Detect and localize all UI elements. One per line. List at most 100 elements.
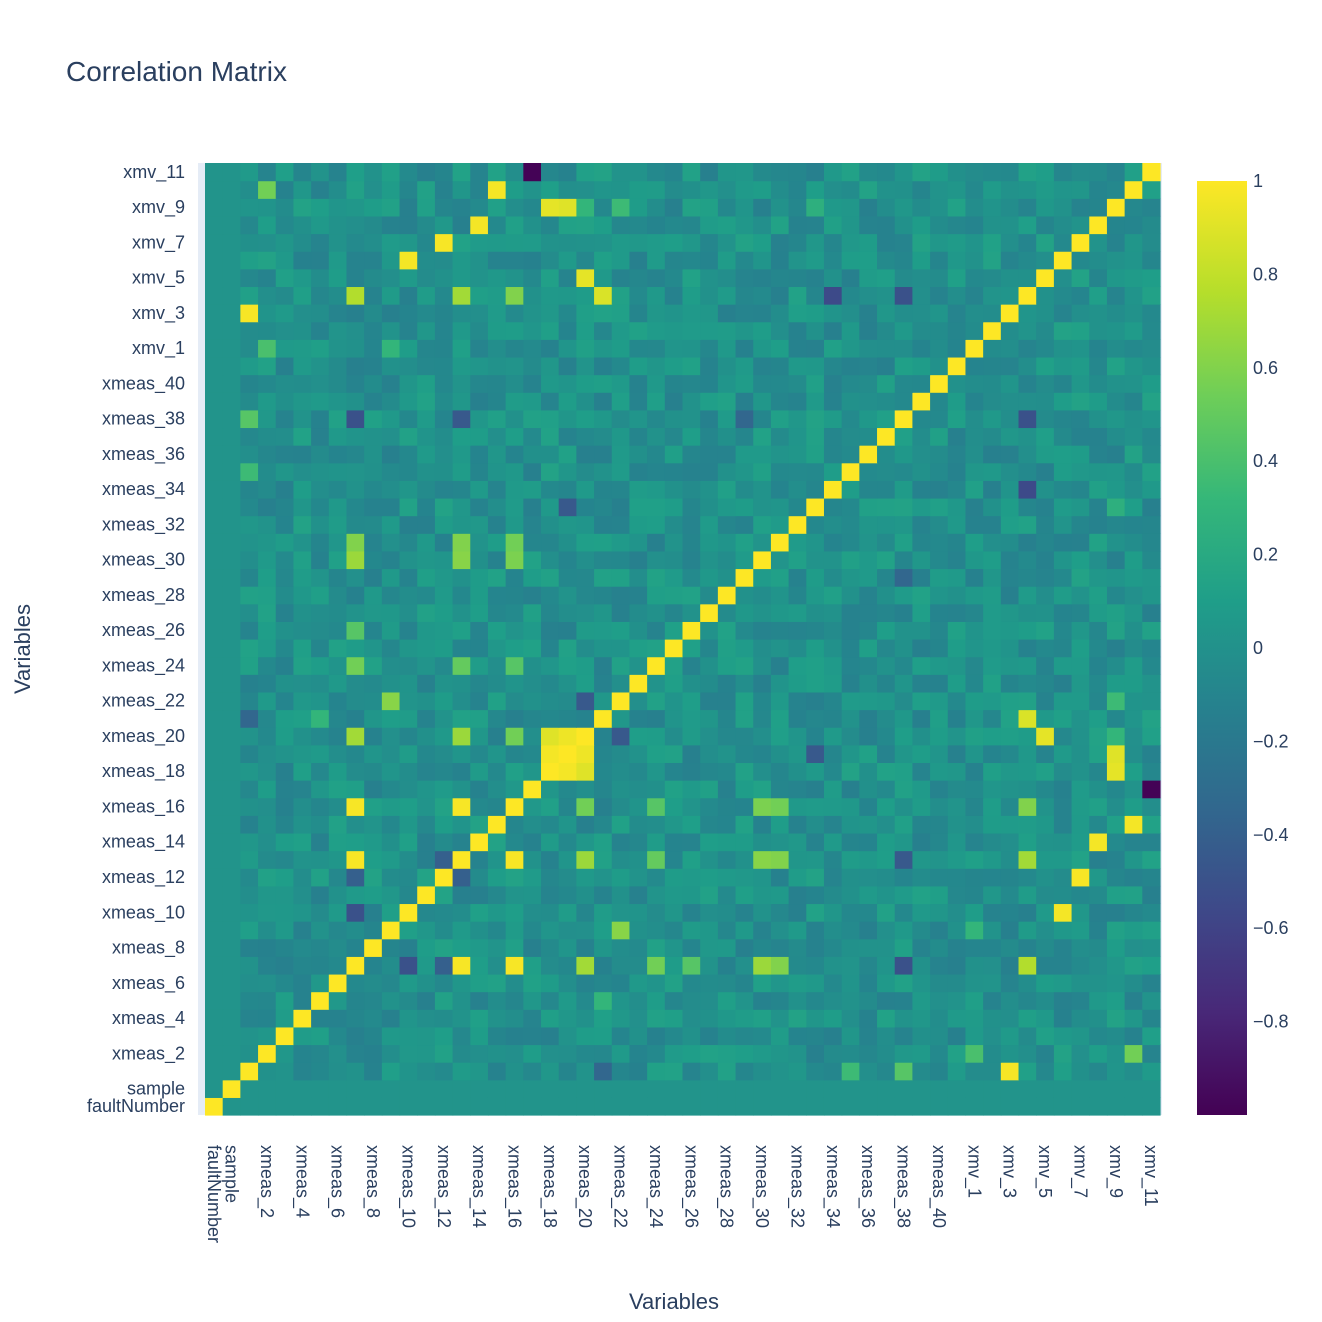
- heatmap-cell: [735, 392, 754, 411]
- heatmap-cell: [611, 832, 631, 852]
- heatmap-cell: [788, 251, 807, 270]
- heatmap-cell: [664, 392, 684, 411]
- heatmap-cell: [1142, 921, 1161, 940]
- heatmap-cell: [275, 409, 295, 429]
- heatmap-cell: [258, 215, 277, 235]
- heatmap-cell: [417, 1097, 436, 1116]
- heatmap-cell: [434, 762, 454, 781]
- heatmap-cell: [417, 903, 436, 922]
- heatmap-cell: [788, 568, 807, 587]
- heatmap-cell: [381, 586, 401, 605]
- heatmap-cell: [487, 973, 507, 993]
- heatmap-cell: [1089, 885, 1108, 905]
- heatmap-cell: [505, 1009, 524, 1028]
- heatmap-cell: [240, 374, 259, 393]
- heatmap-cell: [735, 1044, 754, 1063]
- heatmap-cell: [1089, 621, 1108, 640]
- heatmap-cell: [894, 533, 914, 552]
- heatmap-cell: [664, 1079, 684, 1098]
- heatmap-cell: [823, 603, 843, 622]
- heatmap-cell: [576, 568, 595, 587]
- heatmap-cell: [983, 885, 1002, 905]
- heatmap-cell: [487, 832, 507, 852]
- heatmap-cell: [788, 304, 807, 323]
- heatmap-cell: [381, 991, 401, 1010]
- heatmap-cell: [1036, 691, 1055, 711]
- heatmap-cell: [806, 1044, 825, 1063]
- heatmap-cell: [788, 1026, 807, 1046]
- heatmap-cell: [381, 797, 401, 816]
- heatmap-cell: [877, 1097, 896, 1116]
- heatmap-cell: [205, 903, 224, 922]
- heatmap-cell: [275, 991, 295, 1010]
- heatmap-cell: [1036, 991, 1055, 1010]
- heatmap-cell: [700, 321, 719, 340]
- heatmap-cell: [452, 480, 471, 499]
- heatmap-cell: [452, 921, 471, 940]
- heatmap-cell: [275, 427, 295, 446]
- heatmap-cell: [664, 339, 684, 358]
- heatmap-cell: [700, 815, 719, 834]
- heatmap-cell: [682, 621, 701, 640]
- heatmap-cell: [381, 497, 401, 517]
- heatmap-cell: [894, 868, 914, 887]
- heatmap-cell: [452, 1062, 471, 1081]
- heatmap-cell: [240, 198, 259, 217]
- heatmap-cell: [470, 427, 489, 446]
- x-axis-title: Variables: [629, 1289, 719, 1314]
- heatmap-cell: [682, 339, 701, 358]
- heatmap-cell: [417, 815, 436, 834]
- y-tick-label: xmeas_10: [102, 902, 185, 923]
- heatmap-cell: [1106, 1009, 1126, 1028]
- heatmap-cell: [240, 339, 259, 358]
- heatmap-cell: [346, 233, 365, 252]
- heatmap-cell: [487, 533, 507, 552]
- heatmap-cell: [222, 850, 241, 869]
- heatmap-cell: [470, 180, 489, 199]
- heatmap-cell: [346, 832, 365, 852]
- heatmap-cell: [859, 956, 878, 975]
- heatmap-cell: [417, 868, 436, 887]
- heatmap-cell: [381, 780, 401, 799]
- heatmap-cell: [753, 868, 772, 887]
- heatmap-cell: [505, 868, 524, 887]
- heatmap-cell: [912, 462, 931, 481]
- heatmap-cell: [629, 339, 648, 358]
- heatmap-cell: [983, 956, 1002, 975]
- heatmap-cell: [629, 480, 648, 499]
- heatmap-cell: [346, 198, 365, 217]
- heatmap-cell: [1071, 515, 1090, 534]
- heatmap-cell: [1071, 497, 1090, 517]
- heatmap-cell: [1018, 339, 1037, 358]
- heatmap-cell: [328, 339, 348, 358]
- heatmap-cell: [770, 586, 790, 605]
- heatmap-cell: [1053, 1044, 1073, 1063]
- heatmap-cell: [364, 762, 383, 781]
- heatmap-cell: [912, 903, 931, 922]
- heatmap-cell: [1036, 639, 1055, 658]
- heatmap-cell: [930, 1097, 949, 1116]
- heatmap-cell: [399, 163, 418, 182]
- x-tick-label: sample: [222, 1145, 242, 1203]
- heatmap-cell: [381, 215, 401, 235]
- heatmap-cell: [1124, 215, 1143, 235]
- heatmap-cell: [753, 533, 772, 552]
- heatmap-cell: [523, 304, 542, 323]
- heatmap-cell: [877, 621, 896, 640]
- heatmap-cell: [753, 885, 772, 905]
- heatmap-cell: [1106, 568, 1126, 587]
- heatmap-cell: [505, 586, 524, 605]
- heatmap-cell: [417, 691, 436, 711]
- heatmap-cell: [1142, 268, 1161, 288]
- heatmap-cell: [1106, 973, 1126, 993]
- heatmap-cell: [576, 1062, 595, 1081]
- heatmap-cell: [434, 973, 454, 993]
- heatmap-cell: [930, 903, 949, 922]
- heatmap-cell: [381, 480, 401, 499]
- heatmap-cell: [240, 286, 259, 305]
- heatmap-cell: [629, 356, 648, 376]
- heatmap-cell: [275, 286, 295, 305]
- heatmap-cell: [452, 462, 471, 481]
- heatmap-cell: [576, 304, 595, 323]
- heatmap-cell: [1036, 515, 1055, 534]
